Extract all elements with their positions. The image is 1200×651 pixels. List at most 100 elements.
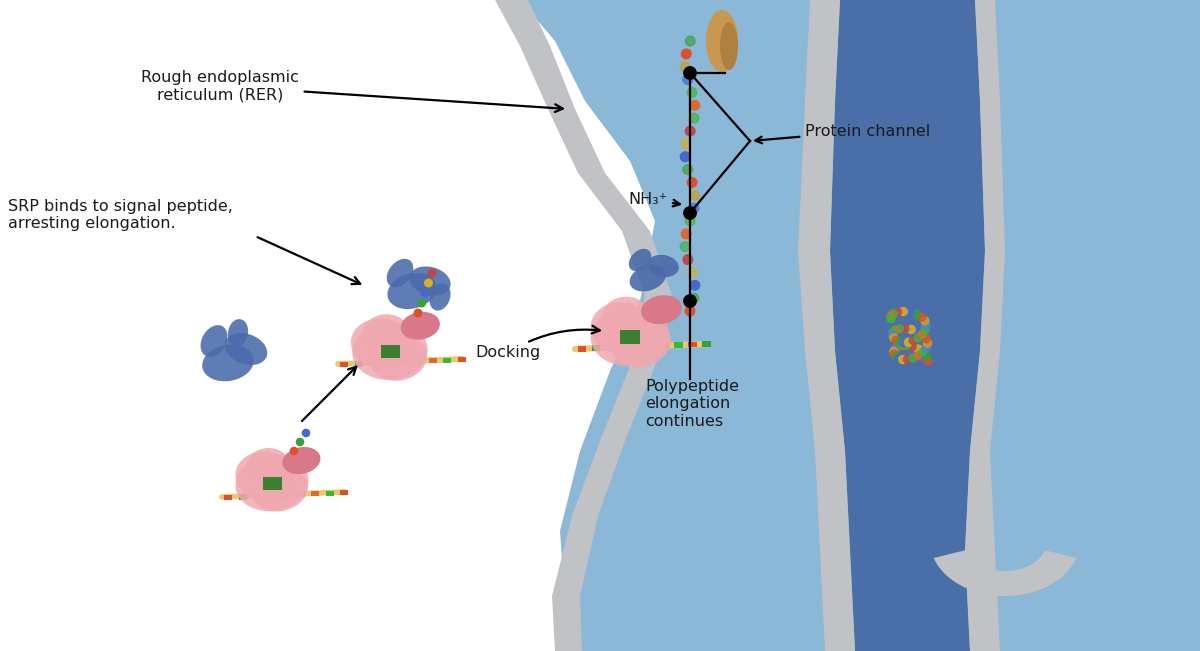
Circle shape	[902, 342, 911, 350]
Text: Polypeptide
elongation
continues: Polypeptide elongation continues	[646, 379, 739, 429]
Ellipse shape	[247, 448, 290, 483]
Circle shape	[923, 344, 930, 352]
Ellipse shape	[200, 325, 228, 357]
Text: NH₃⁺: NH₃⁺	[628, 191, 680, 206]
Circle shape	[889, 328, 898, 337]
Circle shape	[890, 348, 898, 355]
Circle shape	[893, 336, 900, 344]
Bar	[239, 494, 247, 499]
Bar	[282, 493, 290, 498]
Ellipse shape	[370, 335, 427, 381]
Circle shape	[683, 255, 692, 264]
Bar	[253, 493, 262, 499]
Ellipse shape	[430, 283, 450, 311]
Text: Protein channel: Protein channel	[755, 124, 930, 143]
Circle shape	[690, 100, 700, 110]
Bar	[268, 493, 276, 498]
Polygon shape	[798, 0, 856, 651]
Circle shape	[682, 49, 691, 59]
Circle shape	[683, 75, 692, 85]
Bar	[428, 358, 437, 363]
Circle shape	[893, 343, 901, 351]
Ellipse shape	[282, 447, 320, 474]
Circle shape	[907, 326, 916, 333]
Circle shape	[684, 67, 696, 79]
Circle shape	[887, 314, 895, 323]
Bar	[661, 342, 670, 348]
Circle shape	[682, 229, 691, 239]
Circle shape	[908, 342, 916, 351]
Circle shape	[887, 312, 895, 320]
Circle shape	[889, 310, 898, 318]
Circle shape	[428, 270, 436, 277]
Circle shape	[919, 348, 928, 356]
Circle shape	[685, 306, 695, 316]
Circle shape	[290, 447, 298, 454]
Ellipse shape	[364, 314, 409, 352]
Circle shape	[900, 308, 907, 316]
Circle shape	[302, 430, 310, 437]
Bar	[689, 342, 697, 347]
Circle shape	[690, 281, 700, 290]
Circle shape	[899, 355, 907, 363]
Circle shape	[689, 203, 698, 213]
Circle shape	[689, 113, 698, 123]
Circle shape	[685, 126, 695, 136]
Ellipse shape	[253, 469, 308, 512]
Circle shape	[905, 339, 912, 346]
Circle shape	[690, 191, 700, 200]
Ellipse shape	[602, 297, 650, 338]
Circle shape	[684, 295, 696, 307]
Circle shape	[680, 62, 690, 72]
Ellipse shape	[590, 306, 670, 366]
Bar	[370, 361, 378, 366]
Circle shape	[688, 178, 697, 187]
Circle shape	[892, 353, 900, 361]
Ellipse shape	[641, 296, 682, 324]
Circle shape	[920, 326, 929, 334]
Ellipse shape	[350, 318, 412, 369]
Bar	[702, 341, 710, 346]
Ellipse shape	[590, 302, 654, 355]
Ellipse shape	[409, 266, 451, 296]
Ellipse shape	[235, 455, 308, 511]
Circle shape	[889, 334, 898, 342]
Bar	[606, 345, 614, 350]
Circle shape	[919, 331, 926, 339]
Circle shape	[913, 327, 922, 335]
Polygon shape	[934, 550, 1076, 596]
Ellipse shape	[630, 264, 666, 292]
Circle shape	[901, 325, 908, 333]
Bar	[634, 344, 642, 350]
Bar	[296, 492, 305, 497]
Circle shape	[682, 139, 691, 148]
Circle shape	[906, 309, 914, 316]
Circle shape	[914, 352, 923, 359]
Circle shape	[920, 317, 929, 325]
Bar	[592, 346, 600, 351]
Circle shape	[683, 165, 692, 174]
Bar	[443, 357, 451, 363]
Bar	[414, 359, 422, 364]
Circle shape	[910, 337, 917, 344]
Ellipse shape	[706, 10, 738, 72]
Ellipse shape	[401, 312, 440, 340]
Ellipse shape	[228, 319, 248, 347]
Circle shape	[919, 348, 926, 356]
Circle shape	[904, 355, 912, 363]
Bar	[619, 344, 628, 350]
Circle shape	[688, 268, 697, 277]
Circle shape	[895, 338, 904, 346]
Bar	[340, 490, 348, 495]
Ellipse shape	[224, 333, 268, 365]
Ellipse shape	[720, 22, 738, 70]
Bar	[325, 491, 334, 496]
Circle shape	[414, 309, 422, 317]
Ellipse shape	[353, 322, 427, 380]
Bar	[578, 346, 587, 352]
Circle shape	[688, 88, 697, 97]
Bar	[674, 342, 683, 348]
Circle shape	[680, 242, 690, 251]
Circle shape	[890, 345, 899, 353]
Ellipse shape	[386, 259, 413, 287]
